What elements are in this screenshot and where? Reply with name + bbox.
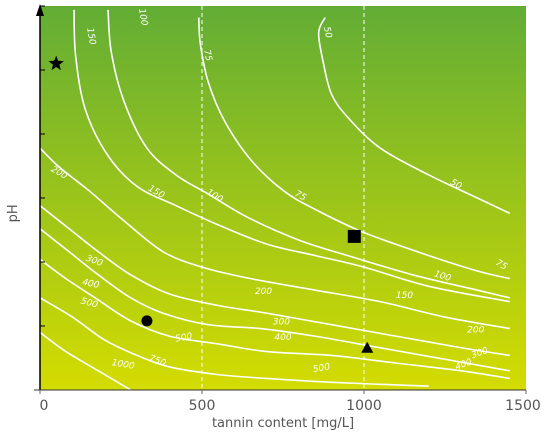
contour-label: 150 xyxy=(84,27,97,46)
contour-line xyxy=(317,17,511,215)
contour-label: 200 xyxy=(467,325,484,335)
y-axis-arrow xyxy=(36,4,44,16)
contour-label: 50 xyxy=(321,26,333,40)
x-tick-label: 500 xyxy=(189,398,216,414)
contour-line xyxy=(39,331,132,391)
contour-line xyxy=(39,147,510,330)
contour-line xyxy=(39,205,510,357)
contour-line xyxy=(39,228,510,372)
contour-label: 150 xyxy=(396,291,413,301)
contour-label: 100 xyxy=(136,8,149,27)
contour-label: 500 xyxy=(175,332,194,345)
contour-line xyxy=(73,9,510,303)
x-tick-label: 1500 xyxy=(505,398,541,414)
y-axis-title: pH xyxy=(6,204,21,222)
contour-label: 200 xyxy=(255,287,272,297)
plot-background xyxy=(40,6,526,390)
square-marker xyxy=(347,229,361,243)
contour-label: 500 xyxy=(80,297,99,311)
contour-line xyxy=(107,9,510,299)
x-tick-label: 1000 xyxy=(346,398,382,414)
contour-line xyxy=(39,297,429,387)
x-tick-label: 0 xyxy=(40,398,49,414)
contour-label: 500 xyxy=(312,362,331,375)
contour-label: 1000 xyxy=(111,358,136,372)
contour-line xyxy=(39,258,510,380)
contour-label: 75 xyxy=(201,49,213,63)
x-axis-title: tannin content [mg/L] xyxy=(212,416,354,431)
circle-marker xyxy=(141,315,153,327)
contour-label: 400 xyxy=(81,278,100,291)
contour-label: 300 xyxy=(273,318,290,328)
star-marker xyxy=(48,55,64,71)
contour-line xyxy=(197,17,510,280)
triangle-marker xyxy=(361,341,374,353)
contour-label: 400 xyxy=(274,333,291,343)
